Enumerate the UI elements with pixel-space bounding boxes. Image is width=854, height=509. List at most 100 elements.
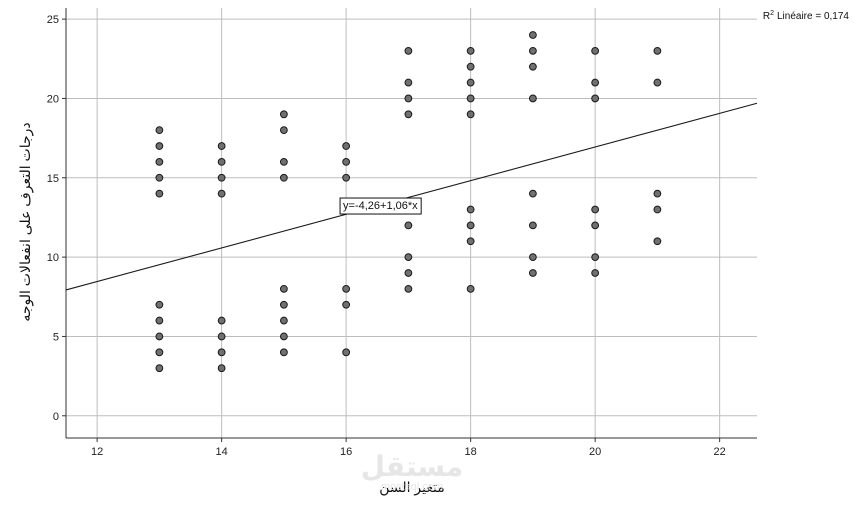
- data-point: [528, 31, 537, 39]
- data-point: [528, 269, 537, 277]
- data-point: [155, 173, 164, 182]
- data-point: [404, 94, 413, 103]
- watermark-subtext: mostaql.com: [381, 481, 443, 493]
- fit-line-group: [65, 102, 758, 291]
- data-point: [279, 300, 288, 309]
- data-point: [404, 269, 413, 277]
- data-point: [591, 269, 600, 277]
- data-point: [217, 158, 226, 166]
- y-tick-label: 20: [47, 93, 59, 105]
- y-axis-title: درجات التعرف على انفعالات الوجه: [17, 122, 34, 321]
- r-squared-r: R: [763, 11, 770, 22]
- x-tick-label: 18: [465, 446, 477, 458]
- data-point: [466, 78, 475, 87]
- grid-lines: [66, 8, 757, 438]
- r-squared-superscript: 2: [770, 10, 774, 17]
- x-tick-label: 16: [340, 446, 352, 458]
- data-point: [404, 253, 413, 262]
- data-point: [591, 78, 600, 87]
- axes: [62, 8, 757, 442]
- data-point: [591, 94, 600, 103]
- data-point: [404, 284, 413, 293]
- watermark-text: مستقل: [361, 451, 463, 482]
- r-squared-label: R2 Linéaire = 0,174: [763, 10, 850, 22]
- x-tick-label: 20: [589, 446, 601, 458]
- data-point: [528, 46, 537, 55]
- tick-labels: 12 14 16 18 20 22 0 5 10 15 20 25: [47, 14, 726, 458]
- x-tick-label: 12: [91, 446, 103, 458]
- data-point: [155, 158, 164, 166]
- data-point: [155, 142, 164, 150]
- data-point: [217, 364, 226, 373]
- data-point: [342, 142, 351, 150]
- data-point: [279, 110, 288, 119]
- data-point: [466, 205, 475, 214]
- data-point: [155, 364, 164, 373]
- data-point: [591, 221, 600, 230]
- data-point: [653, 205, 662, 214]
- y-tick-label: 0: [53, 411, 59, 423]
- data-point: [591, 46, 600, 55]
- data-point: [155, 332, 164, 341]
- data-point: [404, 110, 413, 119]
- data-point: [279, 126, 288, 135]
- data-point: [528, 62, 537, 71]
- fit-line: [65, 102, 758, 291]
- data-point: [217, 316, 226, 325]
- data-point: [466, 94, 475, 103]
- data-point: [279, 158, 288, 166]
- data-point: [217, 189, 226, 198]
- data-point: [217, 348, 226, 357]
- data-point: [653, 46, 662, 55]
- r-squared-value: Linéaire = 0,174: [777, 11, 849, 22]
- data-point: [528, 253, 537, 262]
- fit-equation-box: y=-4,26+1,06*x: [339, 197, 422, 215]
- watermark-logo: مستقل mostaql.com: [361, 451, 463, 493]
- data-point: [653, 237, 662, 246]
- data-point: [342, 173, 351, 182]
- data-point: [528, 189, 537, 198]
- x-axis-title: متغير السن: [379, 479, 445, 496]
- data-point: [279, 332, 288, 341]
- data-point: [279, 348, 288, 357]
- data-point: [342, 348, 351, 357]
- x-tick-label: 22: [714, 446, 726, 458]
- data-point: [653, 189, 662, 198]
- data-point: [155, 316, 164, 325]
- data-point: [404, 78, 413, 87]
- data-point: [528, 221, 537, 230]
- x-tick-label: 14: [216, 446, 228, 458]
- data-point: [279, 316, 288, 325]
- data-point: [217, 142, 226, 150]
- y-tick-label: 25: [47, 14, 59, 26]
- data-point: [466, 237, 475, 246]
- data-point: [466, 62, 475, 71]
- data-point: [591, 253, 600, 262]
- data-point: [466, 221, 475, 230]
- fit-equation-frame: [339, 197, 422, 215]
- data-point: [528, 94, 537, 103]
- data-point: [279, 284, 288, 293]
- data-point: [155, 348, 164, 357]
- data-point: [404, 221, 413, 230]
- data-point: [466, 284, 475, 293]
- data-point: [217, 173, 226, 182]
- fit-equation-label: y=-4,26+1,06*x: [343, 200, 418, 212]
- y-tick-label: 10: [47, 252, 59, 264]
- y-tick-label: 5: [53, 331, 59, 343]
- data-point: [155, 126, 164, 135]
- data-point: [591, 205, 600, 214]
- data-point: [279, 173, 288, 182]
- data-point: [217, 332, 226, 341]
- y-tick-label: 15: [47, 173, 59, 185]
- data-point: [404, 46, 413, 55]
- data-point: [466, 46, 475, 55]
- data-point: [653, 78, 662, 87]
- data-point: [342, 284, 351, 293]
- data-point: [342, 300, 351, 309]
- data-point: [342, 158, 351, 166]
- data-point: [155, 300, 164, 309]
- data-point: [466, 110, 475, 119]
